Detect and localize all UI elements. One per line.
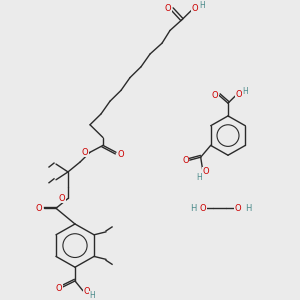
Text: H: H bbox=[89, 291, 95, 300]
Text: H: H bbox=[199, 2, 205, 10]
Text: H: H bbox=[242, 87, 248, 96]
Text: O: O bbox=[235, 204, 241, 213]
Text: O: O bbox=[212, 91, 218, 100]
Text: O: O bbox=[59, 194, 65, 203]
Text: O: O bbox=[165, 4, 171, 13]
Text: O: O bbox=[192, 4, 198, 13]
Text: O: O bbox=[84, 287, 90, 296]
Text: O: O bbox=[202, 167, 209, 176]
Text: O: O bbox=[200, 204, 206, 213]
Text: H: H bbox=[245, 204, 251, 213]
Text: O: O bbox=[56, 284, 62, 293]
Text: O: O bbox=[82, 148, 88, 157]
Text: O: O bbox=[36, 204, 42, 213]
Text: O: O bbox=[236, 90, 242, 99]
Text: H: H bbox=[196, 173, 202, 182]
Text: O: O bbox=[118, 150, 124, 159]
Text: H: H bbox=[190, 204, 196, 213]
Text: O: O bbox=[182, 156, 189, 165]
